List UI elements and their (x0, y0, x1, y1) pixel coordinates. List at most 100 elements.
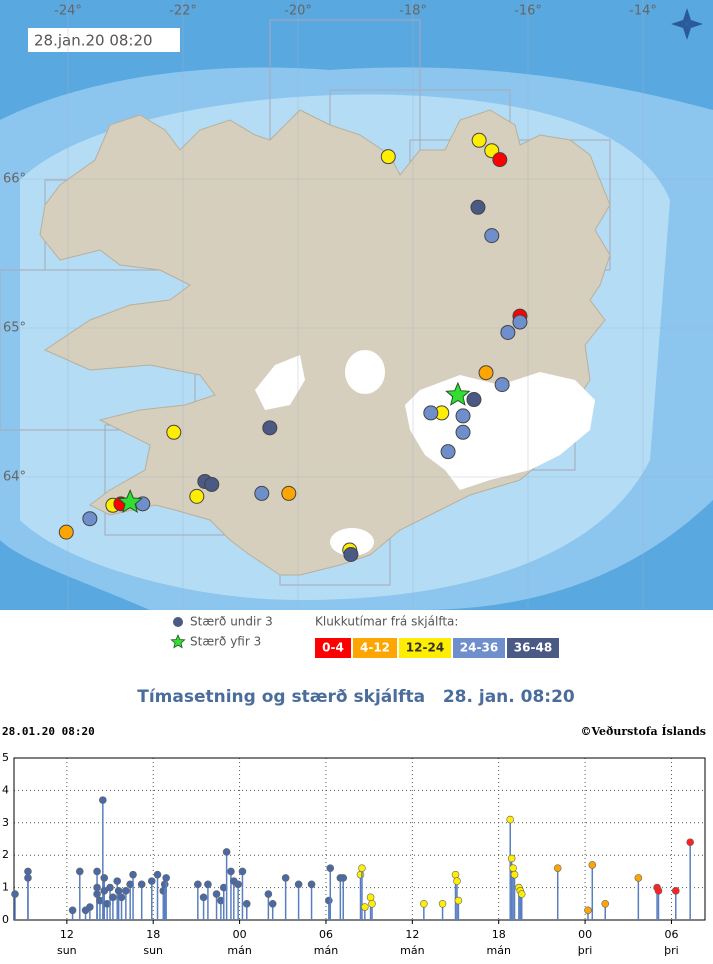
x-tick-day: mán (314, 944, 338, 957)
stem-head (194, 880, 202, 889)
quake (343, 546, 359, 562)
legend-small-label: Stærð undir 3 (190, 615, 273, 629)
quake (281, 485, 297, 501)
quake (492, 152, 508, 168)
stem-head (366, 893, 375, 902)
stem-head (204, 880, 212, 889)
quake (58, 524, 74, 540)
stem-head (100, 874, 109, 882)
x-tick-label: 18 (492, 928, 506, 941)
stem-head (99, 796, 107, 804)
stem-head (294, 880, 303, 889)
stem-head (686, 838, 694, 847)
x-tick-day: sun (57, 944, 77, 957)
stem-head (671, 887, 680, 895)
stem-head (234, 880, 242, 889)
age-label: 4-12 (360, 641, 390, 655)
legend-large-label: Stærð yfir 3 (190, 635, 261, 649)
stem-head (100, 887, 109, 895)
stem-head (68, 906, 77, 915)
stem-head (122, 887, 130, 895)
quake (380, 149, 396, 165)
age-label: 36-48 (514, 641, 552, 655)
y-tick-label: 2 (2, 848, 9, 861)
age-label: 24-36 (460, 641, 498, 655)
stem-head (24, 867, 32, 876)
stem-head (368, 899, 376, 908)
quake (166, 424, 182, 440)
stem-head (153, 870, 162, 879)
x-tick-day: þri (578, 944, 593, 957)
stem-head (162, 874, 170, 882)
stem-head (199, 893, 208, 902)
stem-head (451, 870, 460, 879)
stem-head (24, 874, 32, 882)
x-tick-day: mán (486, 944, 510, 957)
stem-head (86, 903, 94, 911)
stem-head (212, 890, 221, 898)
stem-head (420, 899, 428, 908)
stem-head (114, 887, 123, 895)
quake (512, 314, 528, 330)
age-swatch (353, 638, 397, 658)
stem-head (227, 867, 235, 876)
stem-head (601, 899, 610, 908)
age-legend-title: Klukkutímar frá skjálfta: (315, 615, 458, 629)
stem-head (93, 890, 101, 898)
stem-head (109, 893, 117, 902)
stem-head (307, 880, 316, 889)
quake (254, 485, 270, 501)
stem-head (222, 848, 231, 856)
lon-label: -24° (54, 4, 82, 19)
quake-star (117, 488, 143, 514)
x-tick-day: mán (400, 944, 424, 957)
age-label: 12-24 (406, 641, 444, 655)
timestamp: 28.jan.20 08:20 (34, 32, 153, 50)
quake (466, 392, 482, 408)
stem-head (509, 864, 517, 872)
lon-label: -20° (284, 4, 312, 19)
x-tick-label: 18 (146, 928, 160, 941)
age-swatch (507, 638, 559, 658)
stem-head (454, 896, 463, 905)
chart-title: Tímasetning og stærð skjálfta 28. jan. 0… (137, 687, 575, 707)
stem-head (160, 880, 169, 889)
lon-label: -14° (629, 4, 657, 19)
quake (204, 476, 220, 492)
stem-head (106, 883, 114, 892)
x-tick-label: 00 (578, 928, 592, 941)
plot-frame (13, 757, 706, 921)
timestamp-box (28, 28, 180, 52)
stem-head (264, 890, 273, 898)
stem-head (358, 864, 366, 872)
age-swatch (453, 638, 505, 658)
lon-label: -16° (514, 4, 542, 19)
quake-star (445, 381, 471, 406)
compass (671, 8, 703, 40)
lat-label: 64° (3, 470, 26, 485)
stem-head (75, 867, 84, 876)
stem-head (654, 887, 663, 895)
stem-head (507, 854, 516, 863)
age-swatch (399, 638, 451, 658)
stem-head (93, 867, 101, 876)
stem-head (506, 815, 515, 824)
stem-head (242, 899, 251, 908)
stem-head (129, 870, 137, 879)
stem-head (634, 874, 643, 882)
x-tick-day: sun (143, 944, 163, 957)
stem-head (117, 893, 126, 902)
quake (470, 199, 486, 215)
x-tick-day: þri (664, 944, 679, 957)
stem-head (93, 883, 101, 892)
y-tick-label: 5 (2, 751, 9, 764)
stem-head (453, 877, 461, 885)
header-left: 28.01.20 08:20 (2, 725, 95, 738)
quake (189, 488, 205, 504)
quake (478, 365, 494, 381)
stem-head (325, 896, 333, 905)
quake (423, 405, 439, 421)
stem-head (584, 906, 592, 915)
y-tick-label: 1 (2, 881, 9, 894)
